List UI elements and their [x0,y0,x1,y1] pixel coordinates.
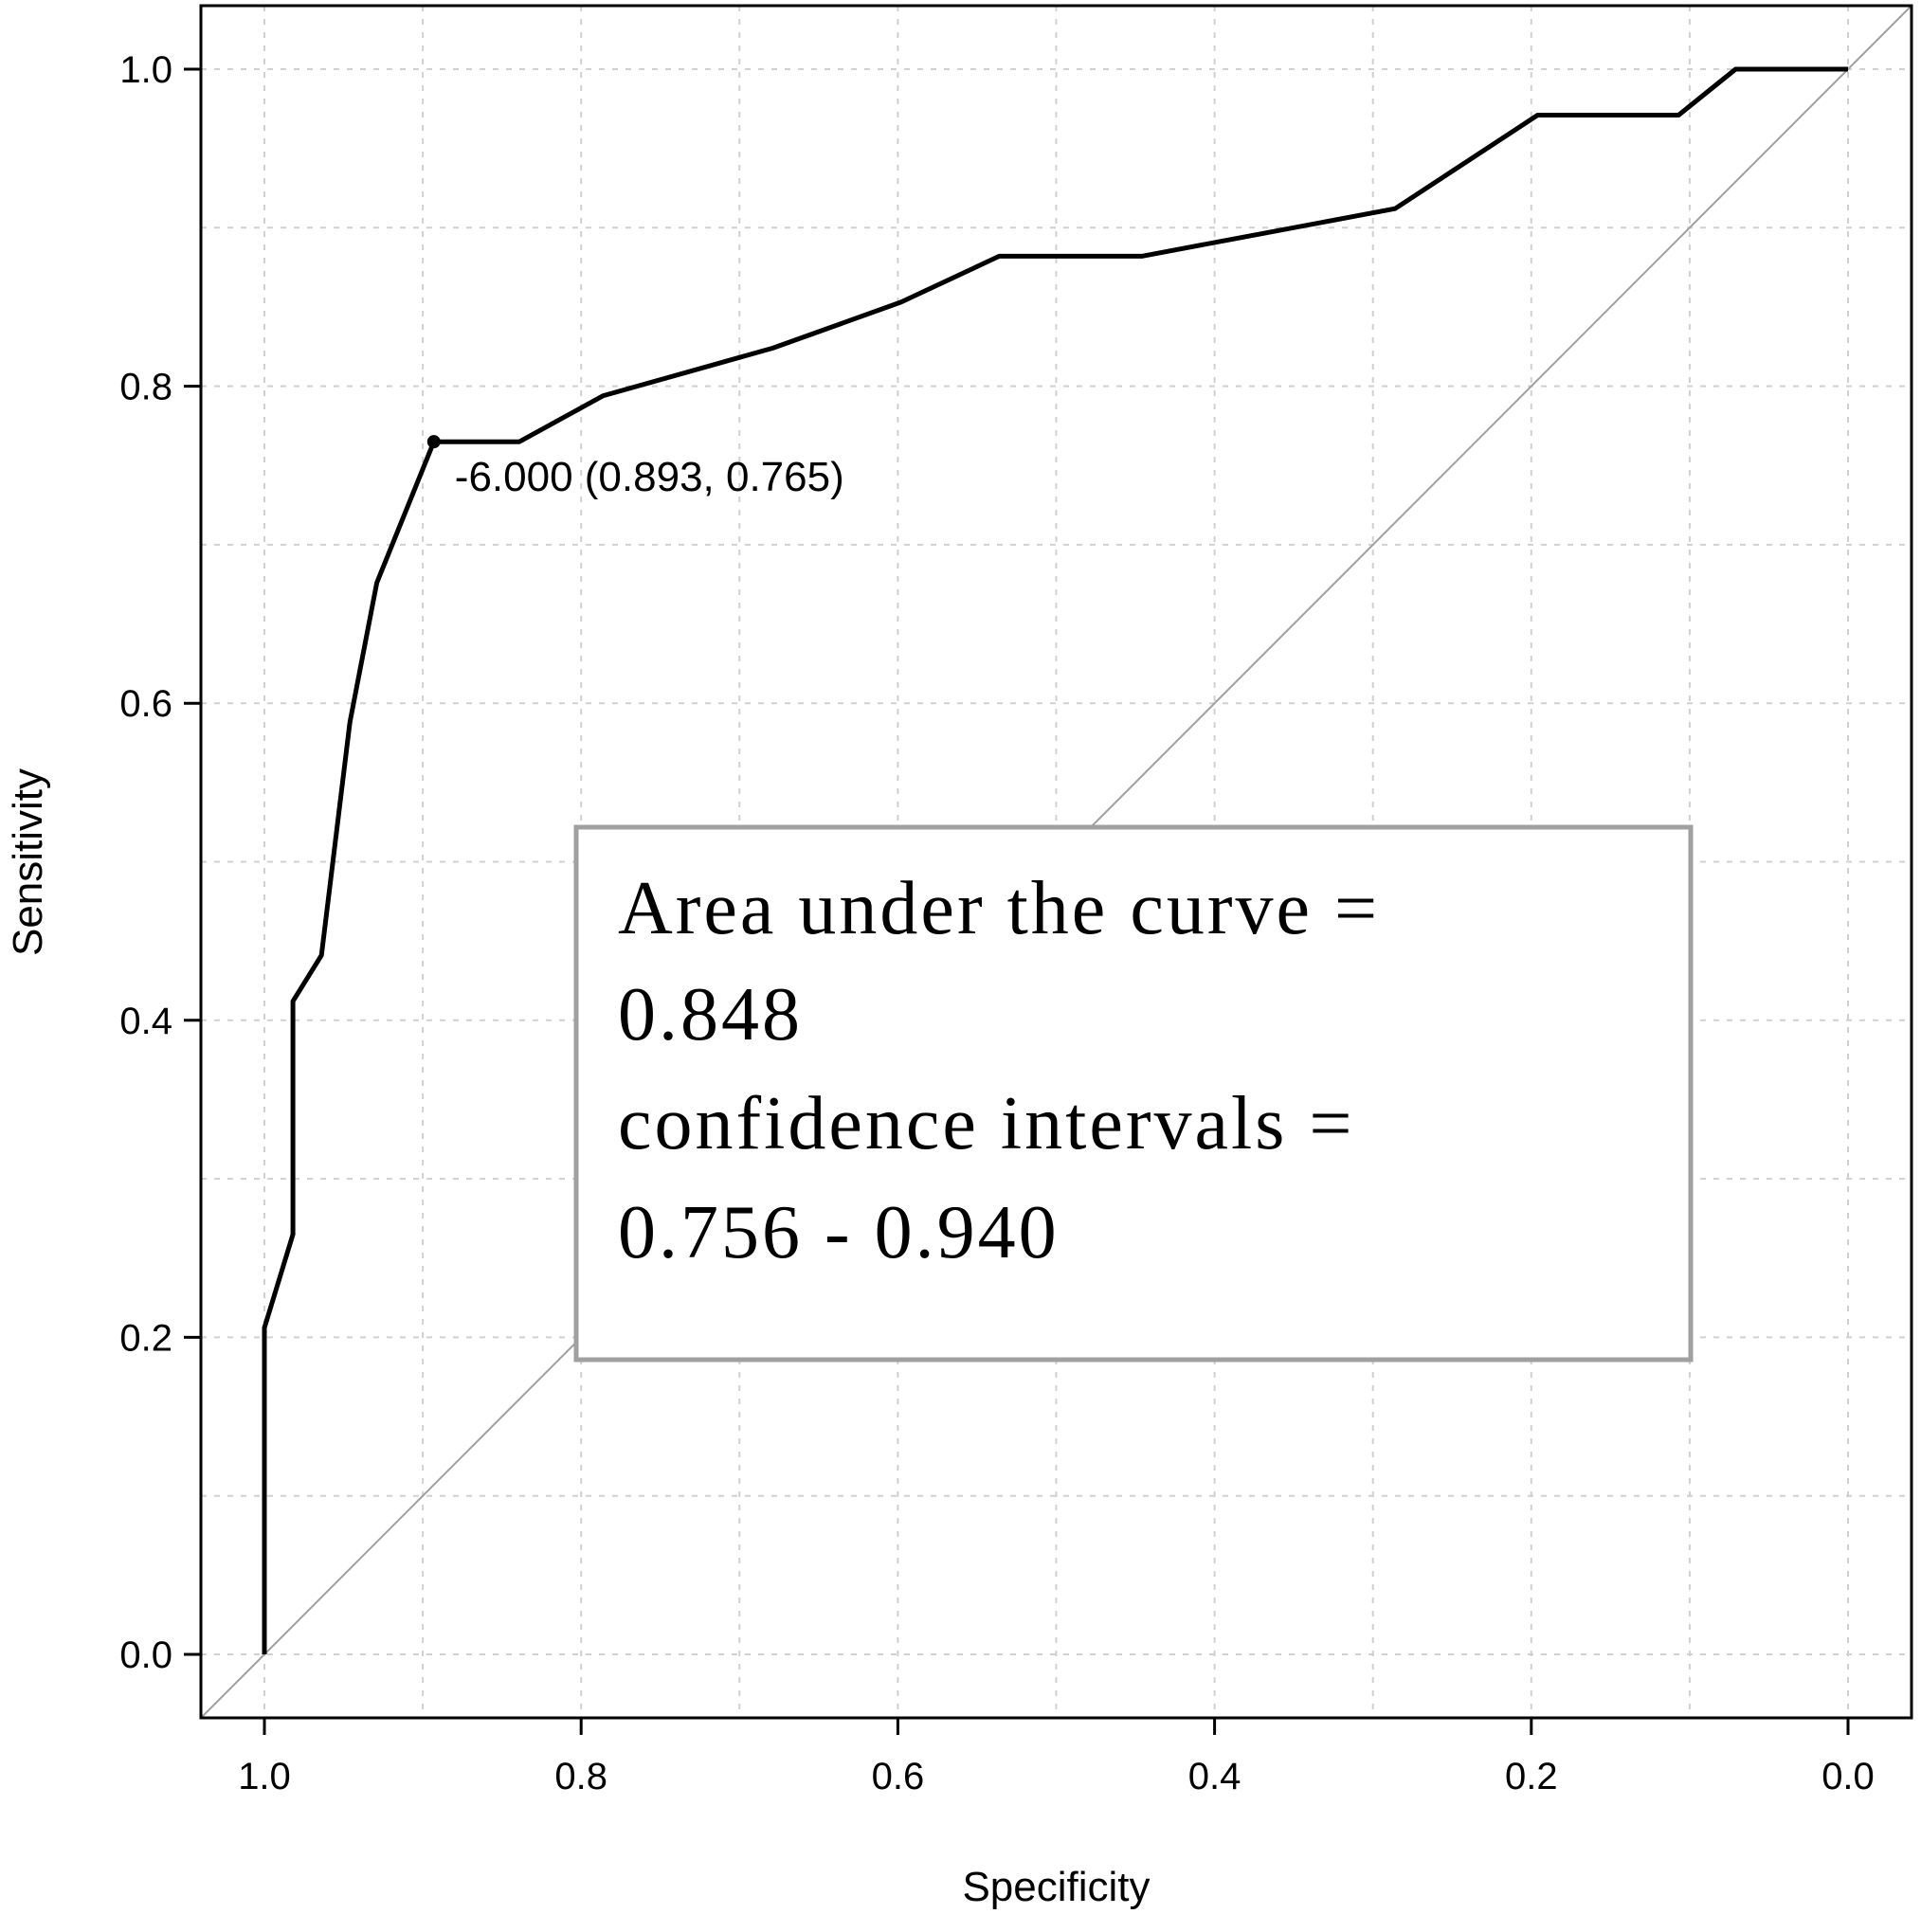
legend-box-border [573,824,1694,1363]
optimal-cutoff-label: -6.000 (0.893, 0.765) [455,454,844,500]
x-axis: 1.0 0.8 0.6 0.4 0.2 0.0 [238,1716,1875,1797]
legend-box: Area under the curve = 0.848 confidence … [573,824,1694,1363]
y-axis-title: Sensitivity [5,768,51,956]
legend-line-ci-label: confidence intervals = [618,1082,1354,1165]
y-tick-label: 0.0 [119,1634,172,1676]
x-tick-label: 1.0 [238,1756,291,1797]
legend-line-auc-label: Area under the curve = [618,867,1380,950]
y-tick-label: 0.4 [119,1001,172,1042]
roc-curve-line [262,66,1848,1654]
legend-line-auc-value: 0.848 [618,973,803,1056]
y-tick-label: 0.8 [119,367,172,408]
x-tick-label: 0.6 [872,1756,925,1797]
y-axis: 0.0 0.2 0.4 0.6 0.8 1.0 [119,49,203,1676]
y-tick-label: 0.6 [119,683,172,725]
x-tick-label: 0.4 [1188,1756,1241,1797]
x-tick-label: 0.0 [1821,1756,1875,1797]
optimal-cutoff-point [426,435,441,449]
x-tick-label: 0.2 [1505,1756,1558,1797]
x-tick-label: 0.8 [554,1756,607,1797]
y-tick-label: 0.2 [119,1317,172,1359]
legend-line-ci-value: 0.756 - 0.940 [618,1191,1060,1274]
y-tick-label: 1.0 [119,49,172,91]
x-axis-title: Specificity [962,1864,1150,1910]
